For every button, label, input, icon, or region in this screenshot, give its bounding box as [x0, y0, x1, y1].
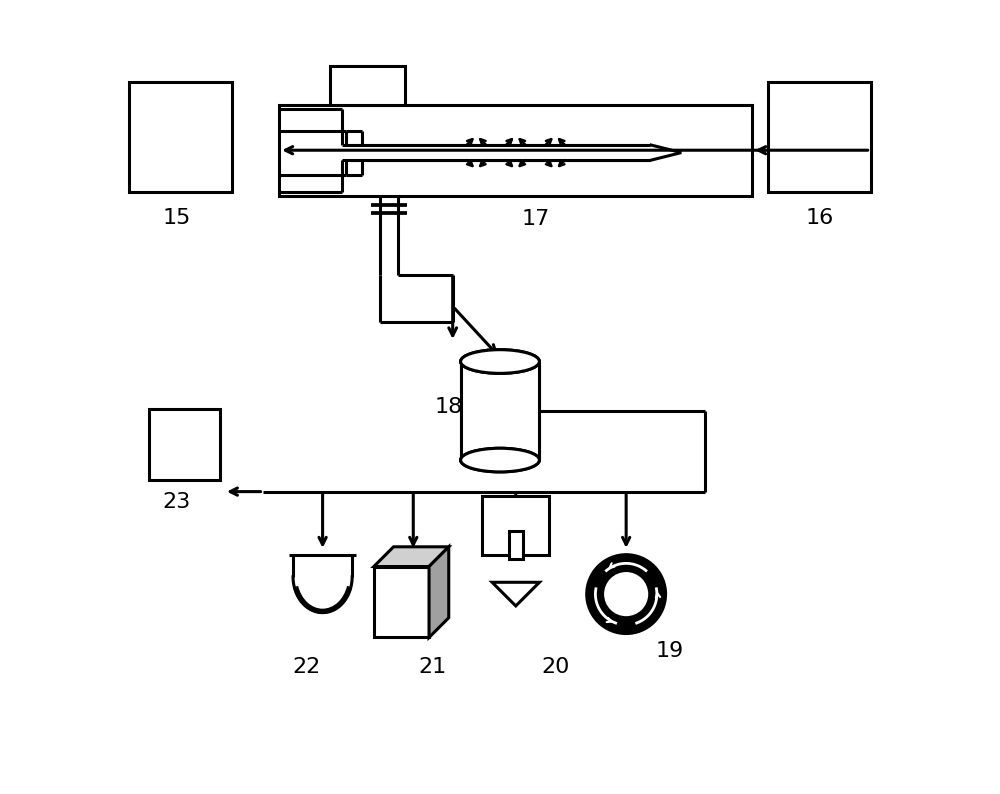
Bar	[482, 495, 549, 555]
Polygon shape	[374, 547, 449, 566]
Text: 22: 22	[293, 657, 321, 677]
Bar	[509, 531, 523, 559]
Bar	[149, 409, 220, 480]
Text: 19: 19	[655, 642, 684, 661]
Ellipse shape	[461, 349, 539, 373]
Ellipse shape	[461, 449, 539, 472]
Bar	[279, 106, 752, 196]
Bar	[374, 566, 429, 638]
Polygon shape	[429, 547, 449, 638]
Text: 18: 18	[435, 397, 463, 417]
Circle shape	[604, 572, 648, 616]
Bar	[768, 82, 871, 192]
Polygon shape	[492, 582, 539, 606]
Text: 21: 21	[419, 657, 447, 677]
Ellipse shape	[461, 449, 539, 472]
Bar	[461, 361, 539, 460]
Text: 15: 15	[163, 208, 191, 228]
Text: 16: 16	[805, 208, 833, 228]
Text: 23: 23	[163, 491, 191, 511]
Bar	[342, 145, 650, 160]
Bar	[129, 82, 232, 192]
Ellipse shape	[461, 349, 539, 373]
Bar	[330, 66, 405, 106]
Circle shape	[587, 555, 666, 634]
Text: 17: 17	[521, 210, 550, 229]
Text: 20: 20	[541, 657, 569, 677]
